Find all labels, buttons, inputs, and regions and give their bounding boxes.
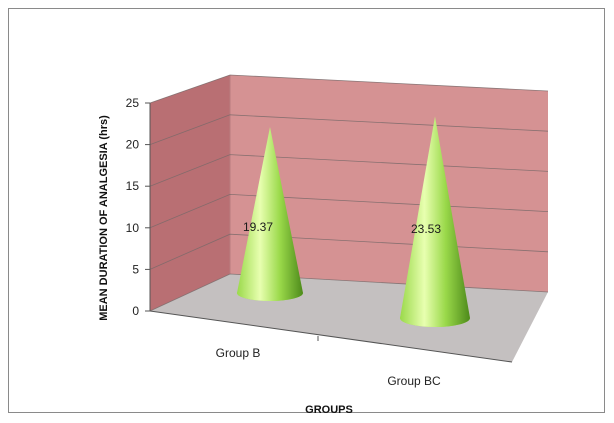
- back-wall: [230, 75, 548, 292]
- y-tick-label: 20: [126, 138, 140, 152]
- cones: [237, 116, 470, 327]
- cone-1: [237, 127, 303, 301]
- x-tick-labels: Group B Group BC: [216, 346, 441, 388]
- cone-body: [237, 127, 303, 301]
- data-labels: 19.37 23.53: [243, 220, 441, 236]
- y-tick-label: 25: [126, 96, 140, 110]
- data-label: 23.53: [411, 222, 441, 236]
- data-label: 19.37: [243, 220, 273, 234]
- gridline: [149, 74, 549, 104]
- y-tick-label: 0: [132, 304, 139, 318]
- x-axis-line: [149, 310, 513, 363]
- x-tick-label: Group B: [216, 346, 261, 360]
- gridline: [149, 114, 549, 145]
- y-tick-label: 10: [126, 221, 140, 235]
- x-tick-label: Group BC: [387, 374, 441, 388]
- y-tick-label: 5: [132, 262, 139, 276]
- x-axis-title: GROUPS: [305, 404, 353, 416]
- cone-body: [400, 116, 470, 327]
- y-tick-label: 15: [126, 179, 140, 193]
- cone-2: [400, 116, 470, 327]
- y-axis-title: MEAN DURATION OF ANALGESIA (hrs): [98, 115, 110, 321]
- side-wall: [150, 75, 230, 311]
- y-ticks: 0 5 10 15 20 25: [126, 96, 150, 318]
